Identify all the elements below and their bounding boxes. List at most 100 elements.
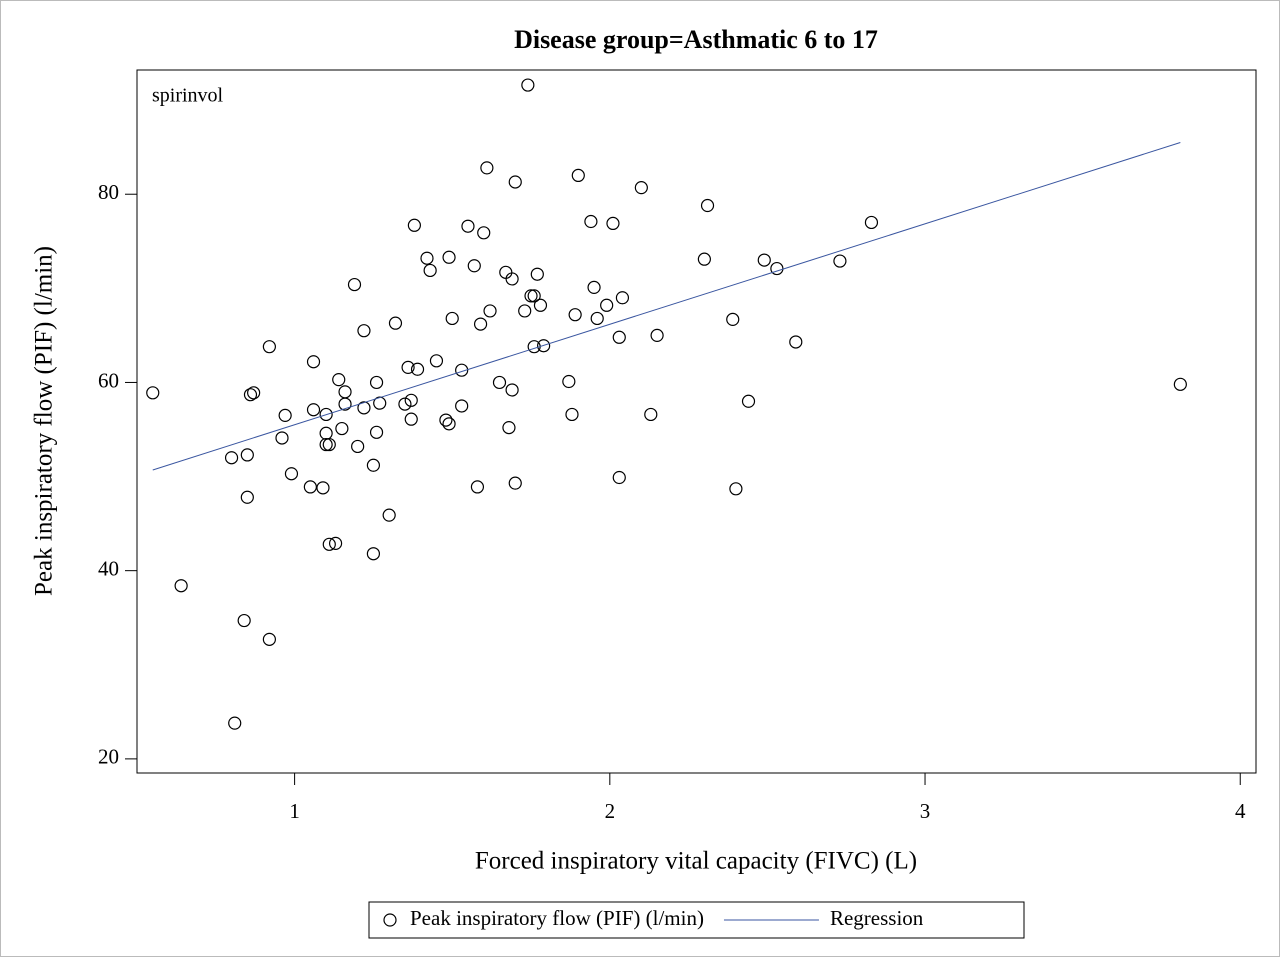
point (729, 482, 743, 496)
point (407, 218, 421, 232)
point (461, 219, 475, 233)
point (357, 324, 371, 338)
point (537, 339, 551, 353)
point (644, 407, 658, 422)
point (275, 431, 289, 445)
point (332, 373, 346, 387)
point (524, 289, 538, 303)
point (306, 355, 321, 369)
point (726, 312, 740, 326)
point (502, 421, 516, 435)
point (568, 308, 582, 322)
point (697, 252, 711, 266)
y-tick-label: 20 (98, 745, 119, 769)
point (369, 425, 384, 439)
point (480, 161, 494, 175)
point (508, 476, 522, 490)
point (467, 259, 481, 273)
point (634, 181, 648, 195)
point (584, 214, 598, 229)
point (306, 403, 321, 417)
point (243, 388, 258, 402)
point (351, 439, 365, 454)
point (328, 536, 343, 550)
point (527, 289, 541, 303)
point (237, 613, 251, 628)
point (477, 226, 491, 240)
x-axis-label: Forced inspiratory vital capacity (FIVC)… (475, 848, 917, 875)
point (398, 397, 412, 411)
point (612, 330, 626, 344)
y-axis-label: Peak inspiratory flow (PIF) (l/min) (31, 246, 58, 596)
point (587, 280, 601, 294)
point (410, 362, 425, 376)
point (284, 467, 299, 481)
point (316, 481, 330, 495)
point (335, 421, 349, 436)
point (789, 335, 803, 349)
point (650, 328, 664, 342)
point (369, 375, 384, 390)
point (741, 394, 756, 408)
y-tick-label: 40 (98, 556, 119, 580)
point (319, 437, 333, 452)
point (571, 168, 585, 183)
point (366, 547, 381, 561)
point (483, 304, 497, 318)
regression-line (152, 141, 1181, 471)
point (382, 508, 396, 522)
point (278, 408, 292, 422)
point (505, 383, 519, 397)
point (521, 78, 535, 92)
point (439, 413, 453, 427)
point (455, 399, 469, 413)
x-tick-label: 4 (1235, 799, 1246, 823)
point (700, 198, 715, 213)
point (366, 458, 381, 472)
point (262, 632, 276, 646)
point (473, 317, 488, 331)
legend-label: Regression (830, 906, 924, 930)
point (600, 298, 614, 312)
point (146, 386, 160, 400)
point (322, 437, 336, 452)
chart-title: Disease group=Asthmatic 6 to 17 (514, 25, 878, 54)
x-tick-label: 3 (920, 799, 931, 823)
point (833, 254, 847, 268)
legend (368, 901, 1025, 939)
point (247, 386, 261, 400)
point (174, 579, 188, 593)
point (322, 537, 336, 551)
point (347, 277, 362, 292)
plot-area (136, 69, 1257, 774)
point (492, 375, 507, 390)
point (442, 417, 456, 431)
point (420, 251, 434, 265)
x-tick-label: 2 (605, 799, 616, 823)
point (404, 393, 418, 407)
point (505, 272, 519, 286)
point (303, 480, 317, 494)
point (442, 250, 456, 264)
point (530, 267, 544, 281)
point (565, 407, 579, 422)
point (518, 304, 532, 318)
point (770, 261, 784, 276)
legend-label: Peak inspiratory flow (PIF) (l/min) (410, 906, 704, 930)
point (240, 448, 254, 462)
legend-swatch (383, 913, 397, 927)
point (615, 291, 630, 305)
point (590, 311, 604, 326)
point (388, 316, 403, 330)
point (429, 354, 444, 368)
point (228, 716, 242, 730)
point (401, 360, 415, 374)
point (338, 397, 352, 411)
point (562, 374, 576, 389)
point (470, 480, 485, 494)
point (1173, 377, 1187, 391)
point (262, 340, 276, 354)
point (423, 263, 437, 278)
